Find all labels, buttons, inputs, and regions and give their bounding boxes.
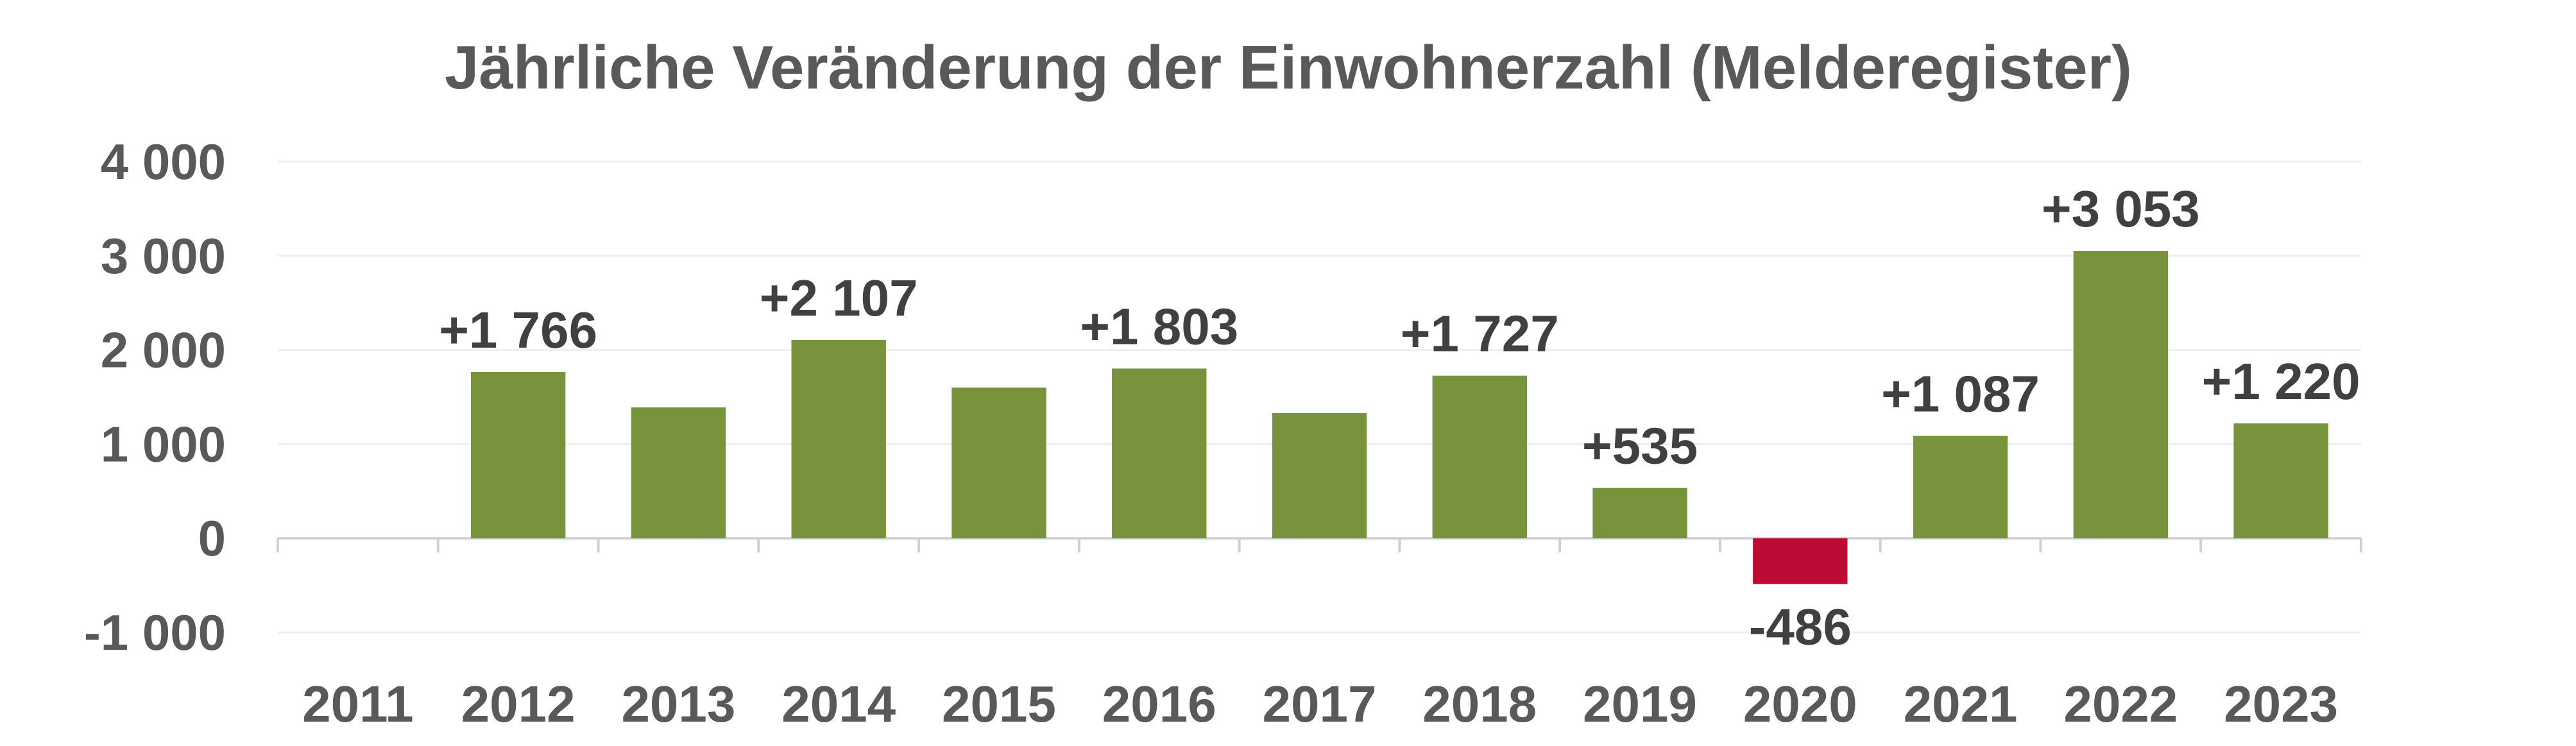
bar-2023: [2233, 423, 2328, 539]
data-label-2014: +2 107: [760, 269, 918, 326]
data-labels: +1 766 +2 107 +1 803 +1 727 +535 -486 +1 087 +3…: [439, 180, 2360, 656]
x-tick-label-2021: 2021: [1904, 675, 2018, 733]
data-label-2019: +535: [1582, 418, 1698, 475]
bar-2022: [2073, 251, 2169, 539]
y-tick-label: 3 000: [101, 228, 226, 284]
x-tick-label-2023: 2023: [2224, 675, 2338, 733]
x-tick-label-2011: 2011: [302, 675, 414, 733]
bar-2015: [951, 387, 1046, 539]
bar-2019: [1592, 487, 1687, 539]
data-label-2021: +1 087: [1881, 366, 2040, 423]
bar-2016: [1112, 368, 1207, 539]
x-tick-label-2022: 2022: [2063, 675, 2178, 733]
x-tick-label-2016: 2016: [1102, 675, 1216, 733]
x-tick-label-2017: 2017: [1263, 675, 1377, 733]
y-tick-label: 4 000: [101, 133, 226, 190]
x-tick-label-2015: 2015: [942, 675, 1056, 733]
y-tick-label: 1 000: [101, 416, 226, 472]
data-label-2022: +3 053: [2042, 180, 2200, 237]
data-label-2012: +1 766: [439, 301, 597, 359]
y-tick-label: 0: [198, 510, 226, 566]
data-label-2018: +1 727: [1401, 305, 1559, 362]
x-tick-label-2019: 2019: [1583, 675, 1697, 733]
chart-title: Jährliche Veränderung der Einwohnerzahl …: [445, 33, 2132, 102]
y-tick-label: 2 000: [101, 322, 226, 378]
y-axis-tick-labels: 4 000 3 000 2 000 1 000 0 -1 000: [84, 133, 226, 661]
bar-2013: [631, 407, 726, 539]
bar-2012: [470, 371, 566, 539]
x-tick-label-2018: 2018: [1422, 675, 1537, 733]
bar-2014: [791, 339, 886, 539]
bar-2018: [1432, 375, 1527, 539]
x-tick-label-2012: 2012: [461, 675, 576, 733]
y-tick-label: -1 000: [84, 604, 226, 661]
x-axis-tick-labels: 2011 2012 2013 2014 2015 2016 2017 2018 2019 2020…: [302, 675, 2338, 733]
bar-2021: [1913, 436, 2008, 539]
x-axis: [277, 537, 2362, 553]
x-tick-label-2014: 2014: [781, 675, 896, 733]
x-tick-label-2020: 2020: [1743, 675, 1857, 733]
bar-2017: [1272, 412, 1367, 539]
x-tick-label-2013: 2013: [621, 675, 735, 733]
bar-2020: [1753, 538, 1848, 584]
data-label-2016: +1 803: [1080, 298, 1238, 355]
data-label-2020: -486: [1749, 598, 1852, 656]
grid-lines: [278, 160, 2361, 634]
data-label-2023: +1 220: [2202, 353, 2360, 410]
bars: [470, 251, 2328, 584]
